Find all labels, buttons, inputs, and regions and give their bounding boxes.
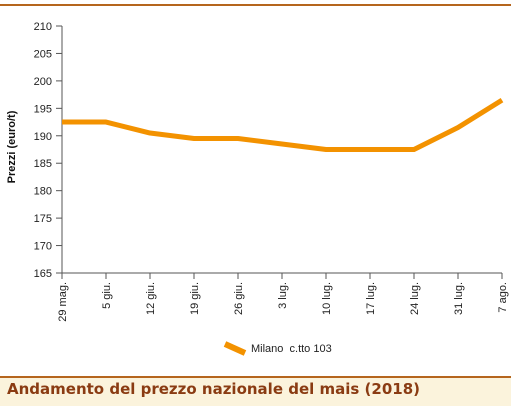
series-line: [62, 97, 504, 152]
x-tick-label: 17 lug.: [365, 282, 377, 315]
legend-swatch: [223, 341, 247, 356]
line-chart: 165 170 175 180 185 190 195 200 205 210 29 mag. 5 …: [6, 21, 509, 356]
y-axis-ticks: 165 170 175 180 185 190 195 200 205 210: [34, 21, 62, 280]
y-tick-label: 195: [34, 103, 52, 115]
x-axis-ticks: 29 mag. 5 giu. 12 giu. 19 giu. 26 giu. 3 lug.…: [57, 273, 509, 322]
x-tick-label: 26 giu.: [233, 282, 245, 315]
chart-axes: [61, 26, 502, 274]
y-tick-label: 190: [34, 131, 52, 143]
legend-label: Milano c.tto 103: [251, 343, 332, 355]
y-tick-label: 175: [34, 213, 52, 225]
y-tick-label: 165: [34, 268, 52, 280]
x-tick-label: 19 giu.: [189, 282, 201, 315]
y-tick-label: 210: [34, 21, 52, 33]
chart-caption: Andamento del prezzo nazionale del mais …: [0, 376, 511, 406]
y-tick-label: 185: [34, 158, 52, 170]
x-tick-label: 29 mag.: [57, 282, 69, 322]
y-tick-label: 205: [34, 48, 52, 60]
y-tick-label: 170: [34, 241, 52, 253]
caption-title: Andamento del prezzo nazionale del mais …: [7, 380, 420, 398]
series-group: [61, 97, 504, 152]
x-tick-label: 3 lug.: [277, 282, 289, 309]
x-tick-label: 10 lug.: [321, 282, 333, 315]
x-tick-label: 24 lug.: [409, 282, 421, 315]
x-tick-label: 5 giu.: [101, 282, 113, 309]
x-tick-label: 12 giu.: [145, 282, 157, 315]
chart-legend: Milano c.tto 103: [223, 341, 332, 356]
x-tick-label: 7 ago.: [497, 282, 509, 313]
y-tick-label: 200: [34, 76, 52, 88]
top-rule: [0, 4, 511, 6]
y-tick-label: 180: [34, 186, 52, 198]
x-tick-label: 31 lug.: [453, 282, 465, 315]
y-axis-title: Prezzi (euro/t): [6, 110, 18, 183]
